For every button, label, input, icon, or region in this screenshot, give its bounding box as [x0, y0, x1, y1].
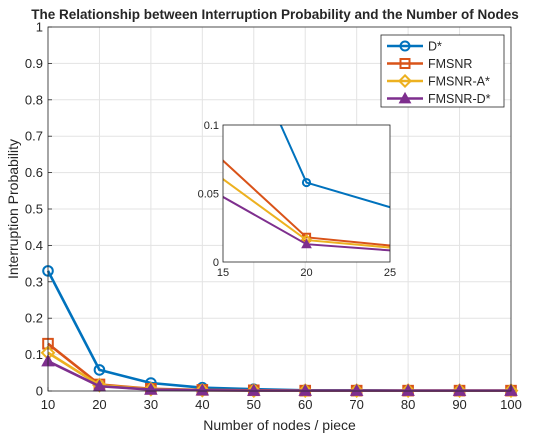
legend-marker: [398, 91, 412, 104]
legend: D* FMSNR FMSNR-A* FMSNR-D*: [380, 34, 505, 108]
y-tick-label: 0.3: [25, 274, 43, 289]
inset-series: [223, 125, 390, 252]
x-tick-label: 60: [298, 397, 312, 412]
y-tick-label: 0.7: [25, 129, 43, 144]
legend-marker: [399, 40, 411, 52]
legend-label: FMSNR-D*: [428, 92, 491, 106]
inset-tick-labels: 15 20 25 0 0.05 0.1: [198, 120, 397, 279]
x-tick-label: 80: [401, 397, 415, 412]
y-tick-label: 0.4: [25, 238, 43, 253]
y-tick-label: 0.1: [25, 347, 43, 362]
y-tick-label: 0.6: [25, 165, 43, 180]
main-tick-labels: 10 20 30 40 50 60 70 80 90 10000.10.20.30.40.50.6…: [25, 20, 522, 413]
x-tick-label: 30: [144, 397, 158, 412]
inset-y-tick-label: 0.1: [204, 120, 219, 132]
y-tick-label: 1: [36, 20, 43, 35]
legend-marker: [397, 73, 413, 89]
inset-x-tick-label: 20: [300, 267, 312, 279]
data-point: [452, 383, 467, 396]
chart-title: The Relationship between Interruption Pr…: [31, 7, 519, 22]
inset-x-tick-label: 25: [384, 267, 396, 279]
data-point: [195, 383, 210, 396]
x-tick-label: 10: [41, 397, 55, 412]
data-point: [93, 364, 106, 376]
legend-marker: [399, 58, 411, 69]
x-axis-label: Number of nodes / piece: [203, 417, 356, 433]
inset-plot-frame: [222, 124, 391, 263]
data-point: [452, 383, 467, 399]
y-axis-label: Interruption Probability: [5, 139, 21, 279]
inset-data-point: [301, 238, 312, 249]
y-tick-label: 0.9: [25, 56, 43, 71]
y-tick-label: 0: [36, 384, 43, 399]
inset-y-tick-label: 0.05: [198, 189, 219, 201]
legend-label: D*: [428, 40, 442, 54]
data-point: [143, 381, 159, 397]
data-point: [349, 383, 365, 399]
x-tick-label: 100: [500, 397, 522, 412]
inset-y-tick-label: 0: [213, 257, 219, 269]
x-tick-label: 90: [452, 397, 466, 412]
y-tick-label: 0.5: [25, 202, 43, 217]
main-plot-frame: [47, 26, 512, 392]
data-point: [298, 383, 313, 396]
x-tick-label: 20: [92, 397, 106, 412]
x-tick-label: 40: [195, 397, 209, 412]
inset-x-tick-label: 15: [217, 267, 229, 279]
legend-label: FMSNR-A*: [428, 75, 490, 89]
data-point: [297, 383, 313, 399]
data-point: [401, 383, 415, 396]
x-tick-label: 50: [247, 397, 261, 412]
inset-data-point: [301, 177, 312, 188]
x-tick-label: 70: [349, 397, 363, 412]
inset-plot: 15 20 25 0 0.05 0.1: [198, 120, 397, 279]
data-point: [246, 383, 262, 399]
y-tick-label: 0.8: [25, 92, 43, 107]
data-point: [503, 383, 519, 399]
data-point: [246, 383, 261, 396]
legend-label: FMSNR: [428, 57, 472, 71]
data-point: [144, 382, 158, 395]
data-point: [194, 382, 210, 398]
data-point: [349, 383, 364, 396]
y-tick-label: 0.2: [25, 311, 43, 326]
data-point: [400, 383, 416, 399]
